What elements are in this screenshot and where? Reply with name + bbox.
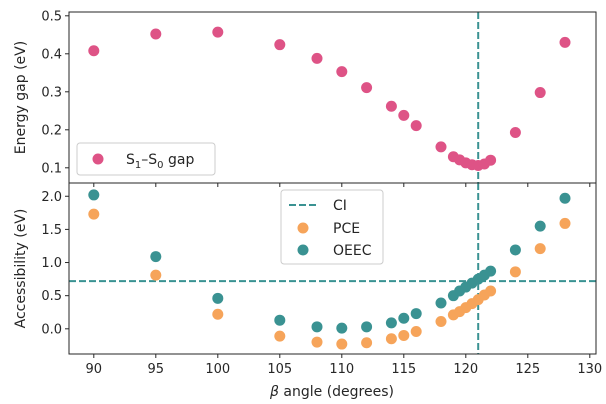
pce-point xyxy=(435,316,447,328)
bottom-x-tick-label: 115 xyxy=(391,362,416,377)
pce-point xyxy=(509,266,521,278)
oeec-point xyxy=(274,314,286,326)
s1-s0-gap-point xyxy=(435,141,447,153)
s1-s0-gap-point xyxy=(509,126,521,138)
bottom-x-tick-label: 130 xyxy=(577,362,602,377)
oeec-point xyxy=(435,297,447,309)
top-ticks: 0.1 0.2 0.3 0.4 0.5 xyxy=(41,9,591,187)
pce-point xyxy=(385,333,397,345)
legend-pce-label: PCE xyxy=(333,221,360,237)
oeec-point xyxy=(212,292,224,304)
top-legend-box xyxy=(76,142,216,176)
oeec-point xyxy=(311,321,323,333)
bottom-x-tick-label: 105 xyxy=(267,362,292,377)
s1-s0-gap-point xyxy=(361,82,373,94)
top-panel: 0.1 0.2 0.3 0.4 0.5 Energy gap (eV) S1–S0 ga… xyxy=(13,9,597,187)
s1-s0-gap-point xyxy=(485,154,497,166)
pce-point xyxy=(150,269,162,281)
oeec-point xyxy=(534,220,546,232)
top-legend: S1–S0 gap xyxy=(76,142,216,176)
oeec-point xyxy=(398,312,410,324)
bottom-x-tick-label: 125 xyxy=(515,362,540,377)
bottom-legend: CI PCE OEEC xyxy=(280,189,384,265)
bottom-x-tick-label: 100 xyxy=(205,362,230,377)
top-legend-label: S1–S0 gap xyxy=(126,152,194,171)
s1-s0-gap-point xyxy=(410,120,422,132)
legend-pce-marker xyxy=(297,222,309,234)
oeec-point xyxy=(410,308,422,320)
bottom-y-tick-label: 0.5 xyxy=(41,289,62,304)
top-y-axis-label: Energy gap (eV) xyxy=(13,41,29,154)
bottom-y-axis-label: Accessibility (eV) xyxy=(13,209,29,329)
oeec-point xyxy=(485,265,497,277)
s1-s0-gap-point xyxy=(534,87,546,99)
pce-point xyxy=(336,338,348,350)
bottom-y-tick-label: 1.0 xyxy=(41,256,62,271)
pce-point xyxy=(410,325,422,337)
top-legend-marker xyxy=(92,153,104,165)
pce-point xyxy=(88,208,100,220)
bottom-y-tick-label: 0.0 xyxy=(41,322,62,337)
s1-s0-gap-point xyxy=(212,26,224,38)
bottom-ticks: 0.0 0.5 1.0 1.5 2.0 90 95 100 105 110 115 120 125 130 xyxy=(41,190,602,377)
bottom-x-tick-label: 120 xyxy=(453,362,478,377)
oeec-point xyxy=(361,321,373,333)
legend-oeec-label: OEEC xyxy=(333,243,372,259)
s1-s0-gap-point xyxy=(398,109,410,121)
oeec-point xyxy=(385,317,397,329)
top-y-tick-label: 0.2 xyxy=(41,123,62,138)
pce-point xyxy=(361,337,373,349)
top-y-tick-label: 0.5 xyxy=(41,9,62,24)
s1-s0-gap-point xyxy=(336,66,348,78)
bottom-x-tick-label: 90 xyxy=(86,362,103,377)
top-y-tick-label: 0.1 xyxy=(41,161,62,176)
s1-s0-gap-point xyxy=(385,100,397,112)
s1-s0-gap-point xyxy=(88,45,100,57)
s1-s0-gap-point xyxy=(559,36,571,48)
pce-point xyxy=(485,285,497,297)
bottom-y-tick-label: 1.5 xyxy=(41,223,62,238)
s1-s0-gap-point xyxy=(274,39,286,51)
pce-point xyxy=(398,329,410,341)
bottom-legend-box xyxy=(280,189,384,265)
bottom-x-tick-label: 95 xyxy=(148,362,165,377)
pce-point xyxy=(212,308,224,320)
s1-s0-gap-point xyxy=(311,52,323,64)
top-y-tick-label: 0.3 xyxy=(41,85,62,100)
legend-ci-label: CI xyxy=(333,198,347,214)
pce-point xyxy=(274,330,286,342)
bottom-panel: 0.0 0.5 1.0 1.5 2.0 90 95 100 105 110 115 120 125 130… xyxy=(13,182,602,377)
bottom-marks xyxy=(69,183,596,354)
oeec-point xyxy=(88,189,100,201)
bottom-y-tick-label: 2.0 xyxy=(41,190,62,205)
s1-s0-gap-point xyxy=(150,28,162,40)
x-axis-label: β angle (degrees) xyxy=(269,384,394,400)
oeec-point xyxy=(336,322,348,334)
oeec-point xyxy=(559,192,571,204)
bottom-panel-frame xyxy=(68,182,597,355)
top-y-tick-label: 0.4 xyxy=(41,47,62,62)
legend-oeec-marker xyxy=(297,244,309,256)
pce-point xyxy=(311,336,323,348)
pce-point xyxy=(534,243,546,255)
bottom-x-tick-label: 110 xyxy=(329,362,354,377)
oeec-point xyxy=(150,251,162,263)
pce-point xyxy=(559,217,571,229)
oeec-point xyxy=(509,244,521,256)
top-marks xyxy=(88,12,571,183)
